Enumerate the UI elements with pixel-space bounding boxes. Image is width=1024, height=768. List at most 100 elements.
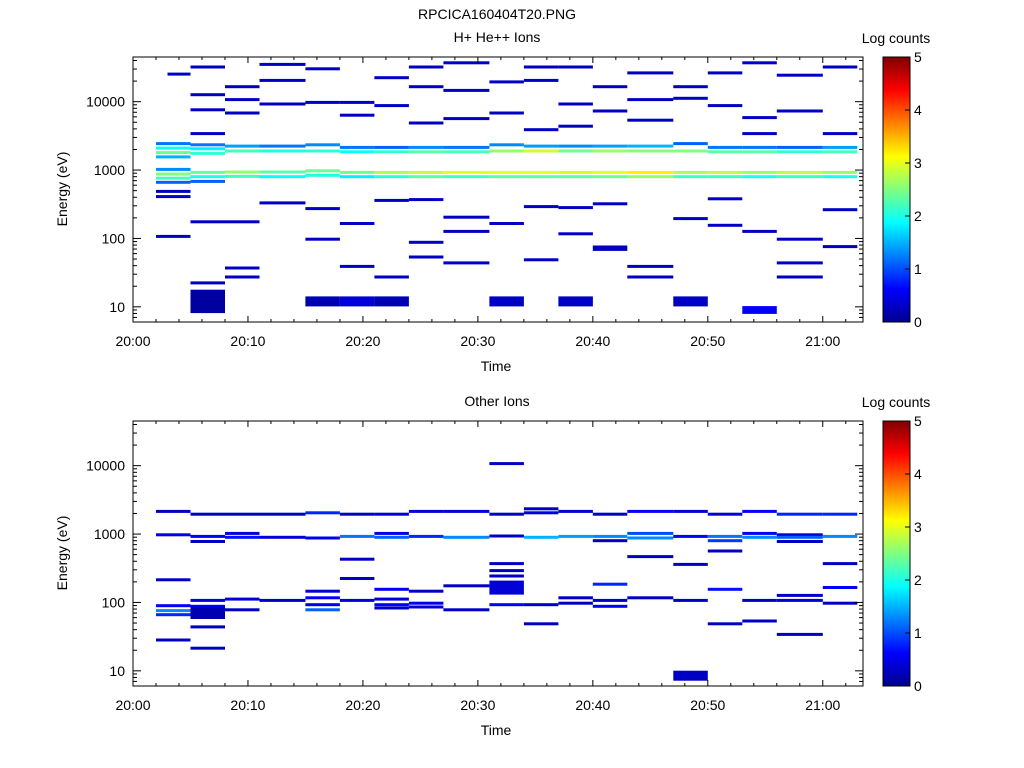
heatmap-cell <box>156 180 191 184</box>
y-axis-label: Energy (eV) <box>54 152 70 227</box>
heatmap-cell <box>339 145 375 149</box>
heatmap-cell <box>523 78 559 82</box>
heatmap-cell <box>707 104 743 108</box>
y-tick-label: 1000 <box>94 162 125 178</box>
colorbar-tick-label: 3 <box>914 519 922 535</box>
heatmap-cell <box>822 170 858 174</box>
y-tick-label: 10 <box>109 663 125 679</box>
heatmap-cell <box>408 65 444 69</box>
heatmap-cell <box>374 587 409 591</box>
heatmap-cell <box>339 100 375 104</box>
x-tick-label: 20:40 <box>575 333 610 349</box>
heatmap-cell <box>776 261 823 265</box>
heatmap-cell <box>156 234 191 238</box>
heatmap-cell <box>707 170 743 174</box>
heatmap-cell <box>707 622 743 626</box>
heatmap-cell <box>443 584 490 588</box>
heatmap-cell <box>408 601 444 605</box>
heatmap-cell <box>190 625 225 629</box>
heatmap-cell <box>776 540 823 543</box>
heatmap-cell <box>776 73 823 77</box>
heatmap-cell <box>523 603 559 607</box>
heatmap-cell <box>707 197 743 201</box>
heatmap-cell <box>156 195 191 199</box>
heatmap-cell <box>592 512 628 516</box>
heatmap-cell <box>707 145 743 149</box>
heatmap-cell <box>627 71 674 75</box>
heatmap-cell <box>742 170 777 174</box>
heatmap-cell <box>190 65 225 69</box>
heatmap-cell <box>305 603 340 607</box>
heatmap-cell <box>408 85 444 89</box>
heatmap-cell <box>776 535 823 539</box>
heatmap-cell <box>523 205 559 209</box>
heatmap-cell <box>673 85 708 89</box>
heatmap-cell <box>742 535 777 539</box>
heatmap-cell <box>339 557 375 561</box>
heatmap-cell <box>156 176 191 180</box>
x-tick-label: 21:00 <box>805 697 840 713</box>
heatmap-cell <box>822 145 858 149</box>
heatmap-cell <box>592 604 628 608</box>
heatmap-cell <box>489 111 524 115</box>
heatmap-cell <box>225 144 260 148</box>
heatmap-cell <box>259 201 306 205</box>
heatmap-cell <box>523 258 559 262</box>
heatmap-cell <box>558 144 593 148</box>
heatmap-cell <box>822 245 858 249</box>
heatmap-cell <box>673 170 708 174</box>
heatmap-cell <box>167 72 191 76</box>
heatmap-cell <box>408 534 444 538</box>
colorbar-tick-label: 2 <box>914 572 922 588</box>
figure-title: RPCICA160404T20.PNG <box>418 6 576 22</box>
colorbar-label: Log counts <box>862 394 931 410</box>
plot-frame <box>132 420 864 687</box>
heatmap-cell <box>523 149 559 153</box>
heatmap-cell <box>190 175 225 179</box>
heatmap-cell <box>776 145 823 149</box>
heatmap-cell <box>305 608 340 612</box>
heatmap-cell <box>592 149 628 153</box>
heatmap-cell <box>225 275 260 279</box>
heatmap-cell <box>374 145 409 149</box>
heatmap-cell <box>408 145 444 149</box>
x-tick-label: 20:50 <box>690 697 725 713</box>
heatmap-cell <box>489 603 524 607</box>
heatmap-cell <box>443 61 490 65</box>
heatmap-cell <box>190 147 225 151</box>
heatmap-cell <box>776 109 823 113</box>
heatmap-cell <box>673 175 708 179</box>
heatmap-cell <box>707 223 743 227</box>
colorbar-gradient <box>882 420 911 687</box>
heatmap-cell <box>627 531 674 535</box>
heatmap-cell <box>443 170 490 174</box>
heatmap-cell <box>776 237 823 241</box>
heatmap-cell <box>489 580 524 595</box>
heatmap-cell <box>776 275 823 279</box>
heatmap-cell <box>673 296 708 307</box>
heatmap-cell <box>374 175 409 179</box>
heatmap-cell <box>558 296 593 307</box>
heatmap-cell <box>259 144 306 148</box>
heatmap-cell <box>489 562 524 566</box>
heatmap-cell <box>592 85 628 89</box>
heatmap-cell <box>305 149 340 153</box>
heatmap-cell <box>339 150 375 154</box>
heatmap-cell <box>523 170 559 174</box>
heatmap-cell <box>225 85 260 89</box>
colorbar-tick-label: 4 <box>914 466 922 482</box>
heatmap-cell <box>592 144 628 148</box>
heatmap-cell <box>156 167 191 171</box>
heatmap-cell <box>305 67 340 71</box>
heatmap-cell <box>558 149 593 153</box>
heatmap-cell <box>742 531 777 535</box>
heatmap-cell <box>374 606 409 610</box>
heatmap-cell <box>225 266 260 270</box>
heatmap-cell <box>776 170 823 174</box>
heatmap-cell <box>627 98 674 102</box>
heatmap-cell <box>305 511 340 515</box>
heatmap-cell <box>592 170 628 174</box>
heatmap-cell <box>339 577 375 580</box>
heatmap-cell <box>822 150 858 154</box>
y-axis: 10 100 1000 10000 <box>86 423 863 687</box>
